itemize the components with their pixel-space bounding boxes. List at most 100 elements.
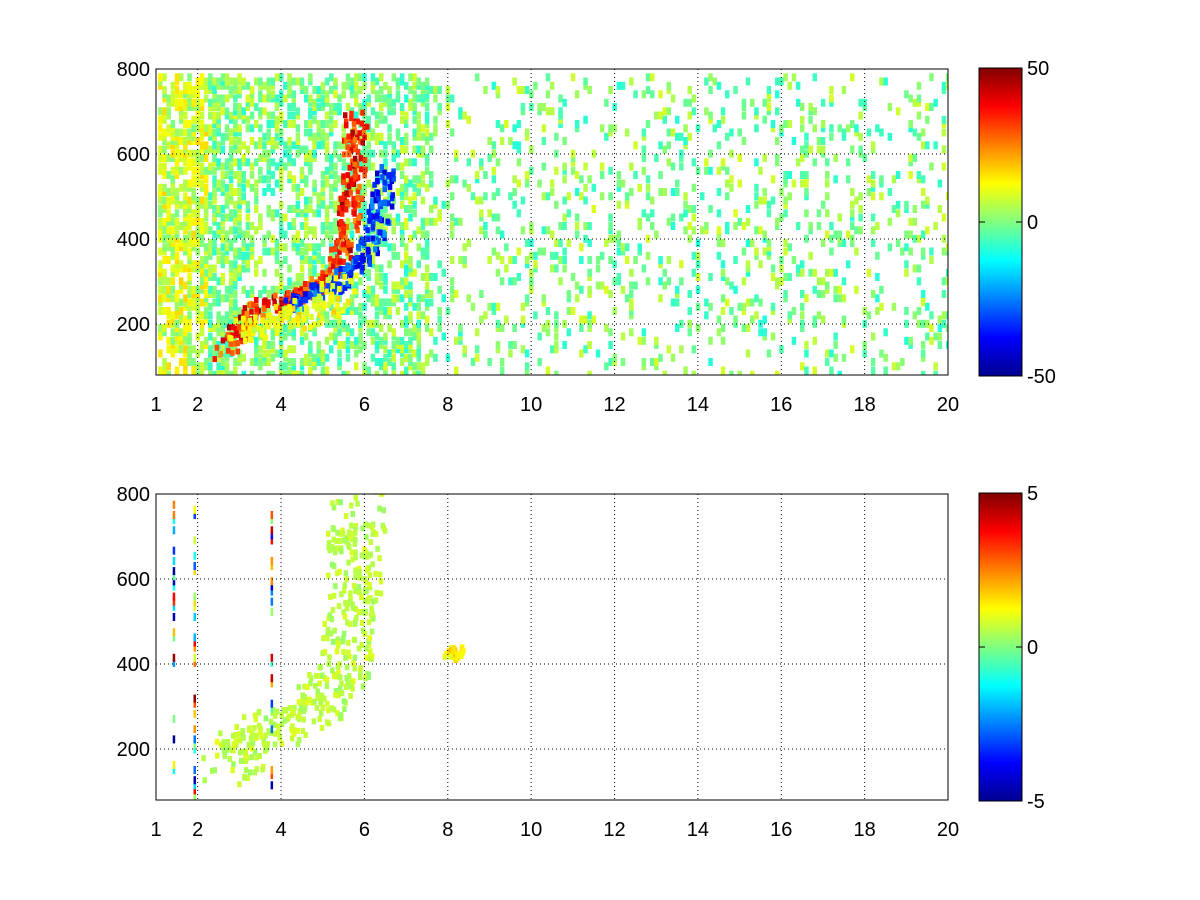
heatmap-cell	[725, 179, 730, 188]
heatmap-cell	[279, 324, 284, 332]
heatmap-cell	[679, 277, 684, 286]
heatmap-cell	[162, 277, 167, 286]
heatmap-cell	[288, 309, 293, 316]
heatmap-cell	[658, 141, 663, 150]
heatmap-cell	[875, 222, 880, 230]
heatmap-cell	[316, 120, 321, 128]
heatmap-cell	[341, 229, 346, 236]
heatmap-cell	[750, 98, 755, 107]
heatmap-cell	[524, 298, 530, 307]
heatmap-cell	[416, 294, 421, 303]
heatmap-cell	[841, 353, 847, 362]
heatmap-cell	[837, 285, 842, 294]
heatmap-cell	[629, 281, 634, 290]
heatmap-cell	[658, 188, 663, 196]
heatmap-cell	[191, 260, 196, 269]
heatmap-cell	[287, 175, 292, 184]
heatmap-cell	[240, 315, 246, 322]
heatmap-cell	[203, 205, 209, 213]
heatmap-cell	[316, 243, 321, 252]
heatmap-cell	[228, 277, 234, 286]
heatmap-cell	[558, 111, 563, 120]
heatmap-cell	[462, 260, 467, 269]
heatmap-cell	[249, 247, 255, 256]
heatmap-cell	[191, 188, 196, 196]
heatmap-cell	[341, 183, 346, 192]
heatmap-cell	[429, 132, 434, 141]
heatmap-cell	[279, 183, 284, 192]
heatmap-cell	[549, 230, 555, 239]
heatmap-cell	[187, 345, 192, 354]
heatmap-cell	[166, 209, 171, 218]
heatmap-cell	[687, 132, 692, 141]
heatmap-cell	[343, 535, 349, 542]
heatmap-cell	[933, 98, 938, 107]
heatmap-cell	[162, 86, 167, 94]
heatmap-cell	[212, 77, 217, 86]
heatmap-cell	[228, 213, 234, 222]
heatmap-cell	[172, 766, 176, 774]
heatmap-cell	[295, 209, 301, 218]
heatmap-cell	[341, 90, 346, 99]
heatmap-cell	[808, 103, 813, 111]
heatmap-cell	[319, 700, 324, 707]
heatmap-cell	[174, 319, 180, 328]
heatmap-cell	[787, 315, 792, 324]
heatmap-cell	[183, 332, 188, 341]
heatmap-cell	[344, 683, 349, 690]
heatmap-cell	[512, 324, 517, 332]
heatmap-cell	[166, 217, 171, 226]
heatmap-cell	[333, 107, 338, 116]
heatmap-cell	[212, 217, 217, 226]
heatmap-cell	[170, 315, 176, 324]
heatmap-cell	[228, 319, 234, 328]
heatmap-cell	[266, 162, 271, 171]
heatmap-cell	[474, 345, 480, 354]
heatmap-cell	[191, 345, 196, 354]
heatmap-cell	[329, 616, 335, 623]
heatmap-cell	[287, 86, 292, 94]
heatmap-cell	[174, 307, 180, 315]
heatmap-cell	[499, 124, 505, 133]
x-tick-label: 20	[937, 394, 959, 416]
heatmap-cell	[745, 264, 751, 273]
heatmap-cell	[187, 217, 192, 226]
heatmap-cell	[333, 149, 338, 158]
heatmap-cell	[666, 217, 672, 226]
heatmap-cell	[729, 183, 734, 192]
heatmap-cell	[289, 300, 295, 307]
heatmap-cell	[420, 124, 426, 133]
heatmap-cell	[199, 98, 205, 107]
heatmap-cell	[342, 284, 348, 291]
heatmap-cell	[287, 77, 292, 86]
heatmap-cell	[670, 353, 676, 362]
heatmap-cell	[641, 358, 647, 366]
heatmap-cell	[312, 268, 317, 277]
heatmap-cell	[495, 341, 501, 349]
heatmap-cell	[816, 137, 822, 145]
heatmap-cell	[845, 260, 851, 269]
heatmap-cell	[937, 341, 943, 349]
heatmap-cell	[541, 103, 547, 111]
heatmap-cell	[812, 73, 817, 82]
heatmap-cell	[324, 315, 330, 324]
heatmap-cell	[929, 103, 934, 111]
x-tick-label: 10	[520, 819, 542, 841]
heatmap-cell	[187, 260, 192, 269]
heatmap-cell	[356, 608, 361, 615]
heatmap-cell	[343, 570, 349, 577]
heatmap-cell	[354, 349, 359, 358]
heatmap-cell	[203, 124, 209, 133]
heatmap-cell	[370, 328, 376, 337]
heatmap-cell	[662, 370, 667, 375]
heatmap-cell	[252, 725, 257, 731]
heatmap-cell	[391, 145, 396, 154]
heatmap-cell	[335, 281, 341, 288]
heatmap-cell	[277, 734, 282, 741]
heatmap-cell	[245, 260, 251, 269]
heatmap-cell	[352, 620, 358, 627]
heatmap-cell	[912, 128, 918, 137]
heatmap-cell	[329, 298, 335, 305]
heatmap-cell	[574, 222, 580, 230]
heatmap-cell	[212, 175, 217, 184]
